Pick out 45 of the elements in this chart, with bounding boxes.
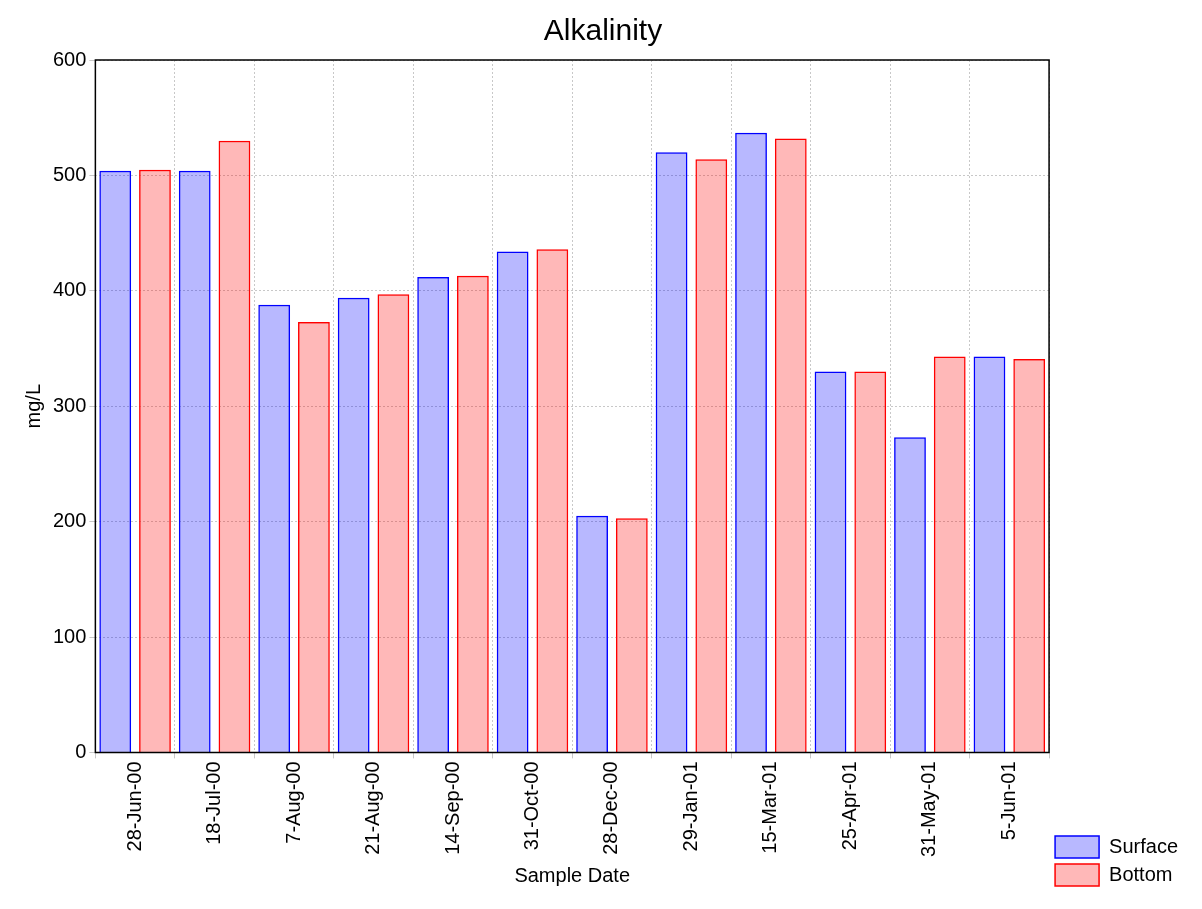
y-tick-label: 400 [52,278,87,301]
x-tick-label: 21-Aug-00 [361,761,384,855]
x-tick-label: 14-Sep-00 [440,761,463,855]
bar [933,356,966,752]
bar [1013,358,1046,752]
legend-label: Bottom [1109,862,1173,885]
bar [496,251,529,752]
bar [456,275,489,752]
x-tick-label: 7-Aug-00 [281,761,304,844]
y-tick-label: 300 [52,393,87,416]
bar [178,170,211,752]
y-axis-title: mg/L [21,383,44,429]
bar [99,170,132,752]
x-tick-label: 29-Jan-01 [678,761,701,852]
bar [854,371,887,752]
y-tick-label: 100 [52,624,87,647]
x-tick-label: 25-Apr-01 [837,761,860,851]
x-tick-label: 31-May-01 [917,761,940,858]
bar [218,140,251,752]
y-tick-label: 500 [52,162,87,185]
x-tick-label: 28-Jun-00 [122,761,145,852]
bar [814,371,847,752]
bar [695,159,728,752]
bar [774,138,807,752]
x-tick-label: 18-Jul-00 [202,761,225,845]
chart-title: Alkalinity [543,13,663,47]
bar [258,304,291,752]
y-tick-label: 600 [52,47,87,70]
bar [417,276,450,752]
bar [337,297,370,752]
x-axis-title: Sample Date [514,863,631,886]
bar [576,515,608,752]
x-tick-label: 15-Mar-01 [758,761,781,854]
x-tick-label: 31-Oct-00 [520,761,542,851]
x-tick-label: 28-Dec-00 [599,761,622,855]
bar [973,356,1006,752]
legend-label: Surface [1109,834,1179,857]
y-tick-label: 200 [52,509,87,532]
x-tick-label: 5-Jun-01 [996,761,1019,841]
bar [298,321,330,752]
bar [536,249,569,752]
bar [655,152,688,752]
bar [615,518,648,752]
bar [377,294,410,752]
y-tick-label: 0 [75,739,87,762]
